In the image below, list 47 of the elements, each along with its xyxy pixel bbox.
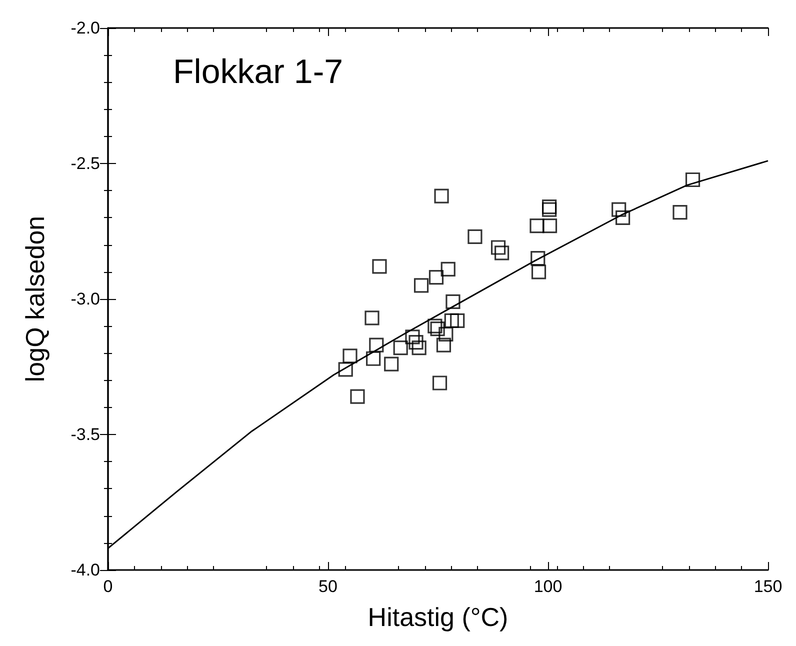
x-tick-label: 100 (534, 577, 562, 596)
point (685, 172, 700, 188)
point (490, 240, 506, 255)
point (414, 278, 429, 293)
point (531, 264, 546, 280)
point (430, 322, 445, 336)
point (450, 313, 465, 328)
point (530, 251, 546, 266)
point (432, 376, 448, 390)
x-axis-title: Hitastig (°C) (368, 602, 508, 632)
point (542, 218, 558, 234)
point (369, 338, 384, 352)
point (342, 348, 358, 364)
point (372, 259, 387, 274)
point (446, 294, 460, 310)
point (440, 262, 456, 276)
y-axis-title: logQ kalsedon (20, 216, 50, 382)
y-tick-label: -2.5 (70, 154, 100, 173)
x-tick-label: 150 (754, 577, 782, 596)
y-tick-label: -3.5 (70, 425, 100, 444)
point (612, 202, 626, 217)
point (366, 351, 381, 366)
point (412, 340, 426, 356)
point (384, 356, 399, 372)
y-tick-label: -2.0 (70, 18, 100, 38)
point (428, 270, 444, 285)
point (408, 335, 424, 350)
point (468, 229, 482, 244)
point (393, 340, 408, 356)
point (405, 330, 420, 344)
point (428, 318, 442, 334)
point (530, 218, 544, 234)
point (364, 310, 380, 326)
point (434, 188, 449, 204)
point (438, 326, 454, 342)
x-tick-label: 0 (103, 577, 113, 596)
point (672, 204, 688, 220)
point (494, 246, 510, 260)
y-tick-label: -3.0 (70, 290, 100, 308)
point (338, 362, 353, 377)
point (350, 389, 365, 404)
y-tick-label: -4.0 (70, 560, 100, 580)
x-tick-label: 50 (318, 577, 338, 596)
point (616, 210, 630, 225)
point (444, 313, 459, 328)
point (436, 338, 452, 352)
text: Flokkar 1-7 (173, 53, 344, 91)
